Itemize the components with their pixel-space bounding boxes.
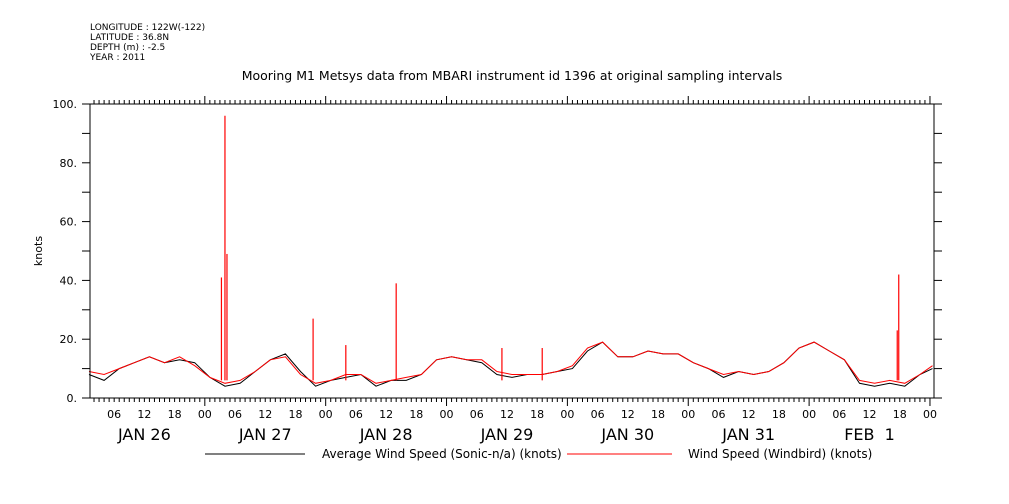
plot-area: 0. 20. 40. 60. 80. 100. 06 12 18 00 06 12 18 00 06 12 18… bbox=[53, 96, 942, 444]
x-hour-label: 00 bbox=[560, 408, 574, 421]
x-hour-label: 00 bbox=[802, 408, 816, 421]
x-hour-label: 00 bbox=[681, 408, 695, 421]
x-hour-label: 12 bbox=[137, 408, 151, 421]
x-hour-label: 06 bbox=[349, 408, 363, 421]
x-hour-label: 06 bbox=[228, 408, 242, 421]
header-latitude: LATITUDE : 36.8N bbox=[90, 33, 169, 43]
legend-label-average: Average Wind Speed (Sonic-n/a) (knots) bbox=[322, 447, 562, 461]
x-day-label: JAN 31 bbox=[721, 425, 775, 444]
chart-title: Mooring M1 Metsys data from MBARI instru… bbox=[242, 68, 783, 83]
metadata-header: LONGITUDE : 122W(-122) LATITUDE : 36.8N … bbox=[89, 23, 205, 63]
x-hour-label: 18 bbox=[893, 408, 907, 421]
x-hour-label: 06 bbox=[832, 408, 846, 421]
x-hour-label: 06 bbox=[711, 408, 725, 421]
x-hour-label: 06 bbox=[470, 408, 484, 421]
x-day-label: JAN 29 bbox=[480, 425, 534, 444]
x-day-label: JAN 27 bbox=[238, 425, 292, 444]
x-hour-label: 12 bbox=[863, 408, 877, 421]
x-hour-label: 18 bbox=[409, 408, 423, 421]
legend: Average Wind Speed (Sonic-n/a) (knots) W… bbox=[205, 447, 872, 461]
x-hour-label: 06 bbox=[107, 408, 121, 421]
x-hour-label: 00 bbox=[319, 408, 333, 421]
x-hour-label: 12 bbox=[621, 408, 635, 421]
y-tick-label: 80. bbox=[60, 157, 78, 170]
x-hour-label: 00 bbox=[440, 408, 454, 421]
x-day-label: JAN 28 bbox=[359, 425, 413, 444]
x-hour-label: 00 bbox=[923, 408, 937, 421]
x-hour-label: 18 bbox=[651, 408, 665, 421]
y-axis-label: knots bbox=[32, 236, 45, 266]
x-day-label: JAN 26 bbox=[117, 425, 171, 444]
x-hour-label: 18 bbox=[168, 408, 182, 421]
y-tick-label: 100. bbox=[53, 98, 78, 111]
x-hour-label: 12 bbox=[742, 408, 756, 421]
y-tick-label: 60. bbox=[60, 216, 78, 229]
legend-label-windbird: Wind Speed (Windbird) (knots) bbox=[688, 447, 872, 461]
x-hour-label: 18 bbox=[530, 408, 544, 421]
plot-frame bbox=[89, 103, 935, 399]
series-line-1 bbox=[88, 341, 933, 384]
header-depth: DEPTH (m) : -2.5 bbox=[90, 43, 165, 53]
x-day-label: JAN 30 bbox=[600, 425, 654, 444]
x-hour-label: 18 bbox=[772, 408, 786, 421]
header-year: YEAR : 2011 bbox=[89, 53, 145, 63]
x-hour-label: 12 bbox=[258, 408, 272, 421]
x-day-label: FEB 1 bbox=[844, 425, 895, 444]
x-hour-label: 12 bbox=[500, 408, 514, 421]
x-hour-label: 18 bbox=[288, 408, 302, 421]
y-tick-label: 0. bbox=[67, 392, 78, 405]
header-longitude: LONGITUDE : 122W(-122) bbox=[90, 23, 205, 33]
x-hour-label: 06 bbox=[591, 408, 605, 421]
y-tick-label: 20. bbox=[60, 333, 78, 346]
x-hour-label: 12 bbox=[379, 408, 393, 421]
y-tick-label: 40. bbox=[60, 274, 78, 287]
x-hour-label: 00 bbox=[198, 408, 212, 421]
